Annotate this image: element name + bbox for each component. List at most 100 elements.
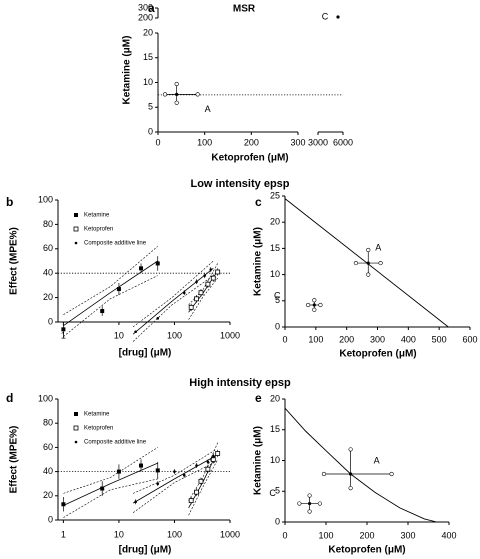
y-axis-title: Ketamine (μM) [122,36,133,105]
x-tick-label: 300 [370,334,385,344]
point-label: C [269,488,276,498]
marker [194,489,199,495]
confidence-line [63,478,158,518]
x-tick-label: 0 [282,530,287,540]
confidence-line [132,449,216,494]
error-cap [378,260,383,266]
x-axis-title: [drug] (μM) [119,348,172,359]
legend-label: Composite additive line [84,440,147,446]
point [366,261,370,265]
confidence-line [63,275,158,337]
marker [116,469,121,474]
marker [134,330,137,334]
x-tick-label: 10 [114,330,124,340]
x-tick-label: 400 [401,334,416,344]
point-label: A [375,242,381,252]
y-tick-label: 0 [275,321,280,331]
x-tick-label: 400 [441,530,456,540]
fit-line [63,260,158,327]
confidence-line [188,277,218,320]
legend-label: Composite additive line [84,241,147,247]
legend-marker [73,226,79,232]
marker [206,460,210,464]
marker [116,287,121,292]
legend-marker [74,440,78,444]
y-tick-label: 300 [138,2,153,12]
point-label: C [274,290,281,300]
fit-line [132,267,214,335]
marker [215,451,221,456]
x-tick-label: 200 [244,137,259,147]
error-cap [353,260,359,266]
marker [195,280,198,284]
y-tick-label: 200 [138,12,153,22]
y-tick-label: 20 [143,27,153,37]
y-tick-label: 25 [270,190,280,200]
error-cap [307,493,312,498]
x-tick-label: 1 [61,529,66,539]
confidence-line [132,461,216,513]
y-tick-label: 20 [270,393,280,403]
panel-label: a [148,1,155,15]
marker [195,464,198,467]
marker [182,473,186,477]
marker [134,500,137,504]
marker [211,454,215,458]
legend-label: Ketamine [84,412,110,418]
confidence-line [188,263,218,306]
error-cap [312,307,317,312]
y-tick-label: 5 [275,486,280,496]
x-tick-label: 1 [61,330,66,340]
y-tick-label: 15 [270,424,280,434]
additive-line [284,407,437,523]
x-tick-label: 0 [282,334,287,344]
marker [61,502,66,507]
error-cap [174,81,179,87]
error-cap [174,100,179,105]
x-tick-label: 300 [400,530,415,540]
error-cap [312,298,317,303]
y-tick-label: 100 [38,393,53,403]
y-tick-label: 20 [43,490,53,500]
x-tick-label: 100 [318,530,333,540]
y-tick-label: 40 [43,466,53,476]
y-tick-label: 5 [148,102,153,112]
y-tick-label: 10 [270,269,280,279]
point-label: C [322,11,329,21]
y-tick-label: 60 [43,243,53,253]
y-tick-label: 10 [143,77,153,87]
x-tick-label: 100 [197,137,212,147]
y-tick-label: 80 [43,418,53,428]
marker [139,463,144,468]
x-tick-label: 1000 [220,330,240,340]
marker [182,291,186,295]
point [175,92,179,96]
fit-line [63,462,158,506]
y-tick-label: 20 [43,292,53,302]
y-tick-label: 60 [43,442,53,452]
y-tick-label: 0 [48,316,53,326]
confidence-line [63,246,158,315]
marker [205,281,211,287]
x-tick-label: 600 [462,334,477,344]
error-cap [321,471,327,477]
y-tick-label: 20 [270,217,280,227]
marker [61,327,66,332]
confidence-line [63,447,158,494]
point [349,472,353,476]
confidence-line [188,442,218,501]
error-cap [348,447,353,452]
legend-label: Ketoprofen [84,227,113,233]
y-axis-title: Ketamine (μM) [253,227,264,296]
marker [173,470,176,473]
marker [203,274,206,277]
point-label: A [374,455,380,465]
y-tick-label: 0 [275,516,280,526]
error-cap [366,272,371,277]
legend-marker [73,425,79,431]
error-cap [318,302,323,308]
marker [215,269,221,275]
x-tick-label: 100 [308,334,323,344]
marker [100,486,105,491]
